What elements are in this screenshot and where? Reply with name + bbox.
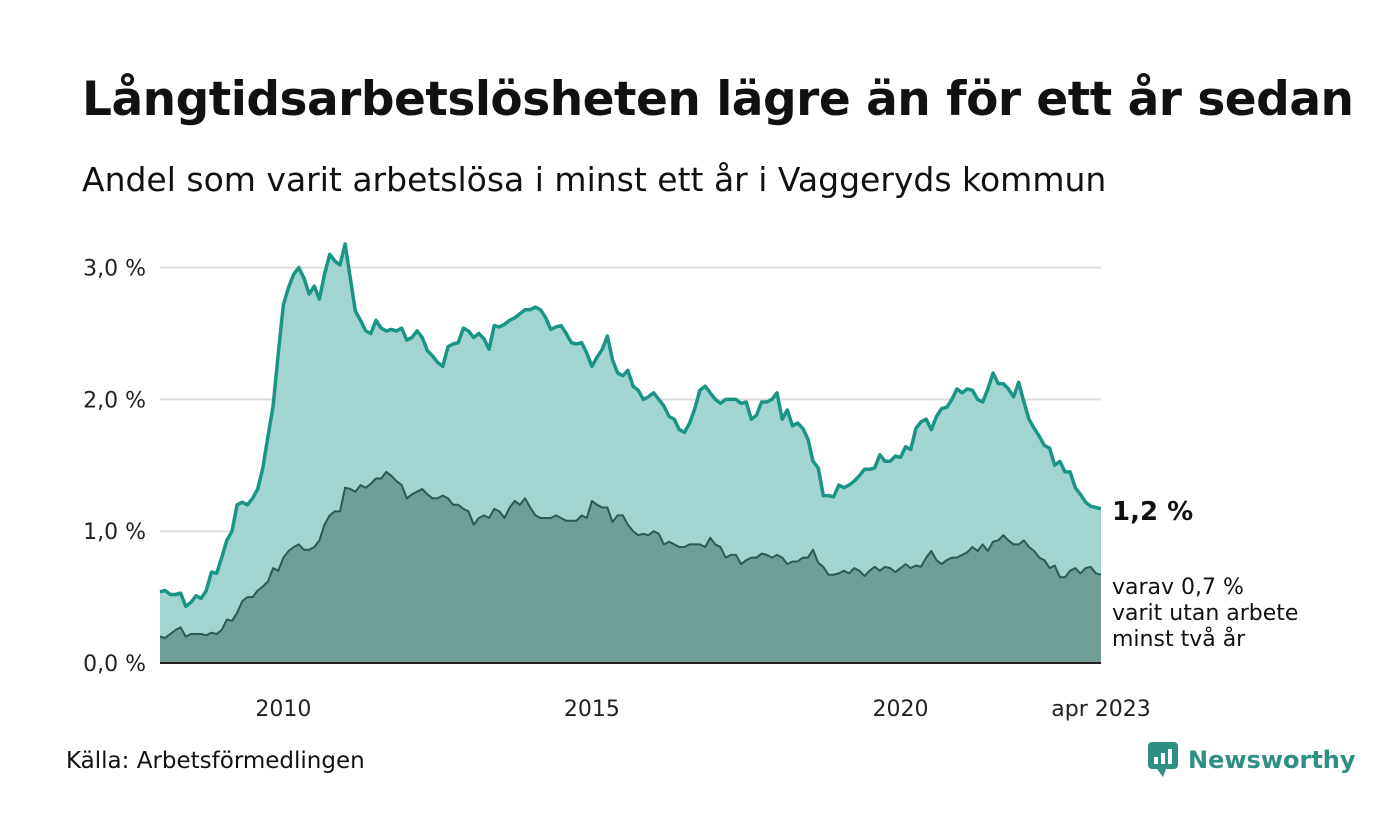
end-label-secondary: minst två år: [1112, 626, 1246, 652]
newsworthy-icon: [1148, 742, 1178, 777]
y-tick-label: 0,0 %: [83, 652, 146, 677]
chart-title: Långtidsarbetslösheten lägre än för ett …: [82, 72, 1354, 127]
y-tick-label: 3,0 %: [83, 257, 146, 282]
x-tick-label: apr 2023: [1051, 697, 1150, 722]
line-minst-ett-ar: [159, 242, 1102, 609]
y-tick-label: 2,0 %: [83, 388, 146, 413]
chart-subtitle: Andel som varit arbetslösa i minst ett å…: [82, 160, 1107, 199]
area-minst-tva-ar: [160, 471, 1101, 663]
end-label-primary: 1,2 %: [1112, 497, 1193, 527]
end-label-secondary: varit utan arbete: [1112, 601, 1298, 626]
y-tick-label: 1,0 %: [83, 520, 146, 545]
x-tick-label: 2015: [564, 697, 620, 722]
x-tick-label: 2020: [872, 697, 928, 722]
x-tick-label: 2010: [255, 697, 311, 722]
source-note: Källa: Arbetsförmedlingen: [66, 748, 365, 774]
end-label-secondary: varav 0,7 %: [1112, 575, 1244, 600]
brand-name: Newsworthy: [1188, 746, 1356, 774]
newsworthy-logo: Newsworthy: [1148, 742, 1356, 778]
line-minst-tva-ar: [159, 470, 1102, 639]
